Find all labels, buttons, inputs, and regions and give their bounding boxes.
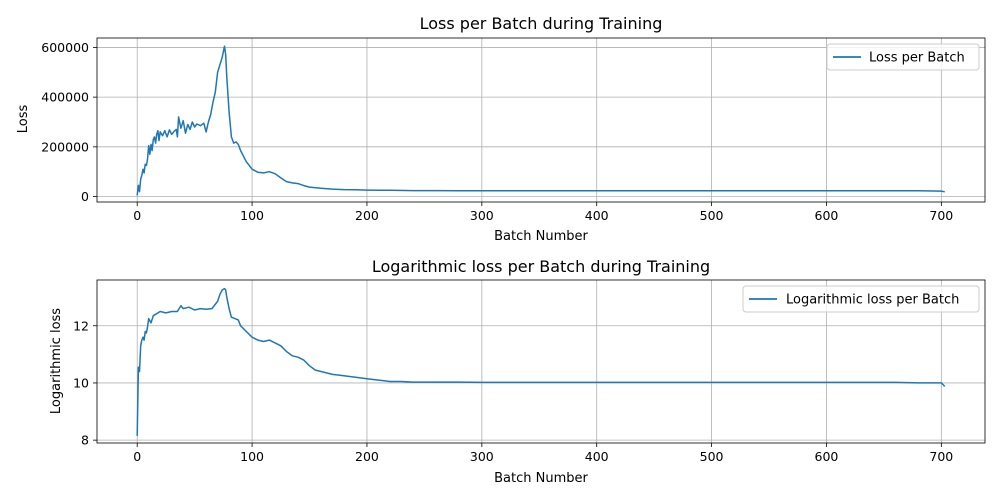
loss-chart-legend-label: Loss per Batch — [869, 51, 965, 66]
loss-chart-legend-box — [826, 43, 980, 71]
loss-chart-xtick-label: 300 — [470, 208, 494, 223]
loss-chart: Loss per Batch during Training 0 100 200 30… — [16, 14, 986, 244]
loss-chart-ticks: 0 100 200 300 400 500 600 700 0 200000 400000 60000… — [41, 40, 953, 223]
log-loss-chart-ytick-label: 12 — [73, 318, 89, 333]
log-loss-chart-xtick-label: 600 — [815, 449, 839, 464]
log-loss-chart-legend-label: Logarithmic loss per Batch — [786, 293, 959, 308]
loss-chart-ytick-label: 600000 — [41, 40, 89, 55]
log-loss-chart-xtick-label: 200 — [355, 449, 379, 464]
loss-chart-xlabel: Batch Number — [494, 229, 588, 244]
loss-chart-xtick-label: 0 — [133, 208, 141, 223]
loss-chart-series — [136, 45, 945, 196]
log-loss-chart-series — [136, 287, 946, 436]
loss-chart-frame — [96, 37, 986, 203]
loss-chart-xtick-label: 500 — [700, 208, 724, 223]
loss-chart-xtick-label: 600 — [815, 208, 839, 223]
log-loss-chart: Logarithmic loss per Batch during Traini… — [49, 257, 986, 486]
log-loss-chart-xtick-label: 0 — [133, 449, 141, 464]
log-loss-chart-xlabel: Batch Number — [494, 471, 588, 486]
loss-chart-xtick-label: 100 — [240, 208, 264, 223]
log-loss-chart-xtick-label: 500 — [700, 449, 724, 464]
log-loss-chart-xtick-label: 300 — [470, 449, 494, 464]
loss-chart-xtick-label: 400 — [585, 208, 609, 223]
log-loss-chart-ytick-label: 8 — [81, 433, 89, 448]
loss-chart-ytick-label: 200000 — [41, 139, 89, 154]
log-loss-chart-frame — [96, 279, 986, 444]
log-loss-chart-xtick-label: 400 — [585, 449, 609, 464]
log-loss-chart-xtick-label: 700 — [929, 449, 953, 464]
log-loss-chart-xtick-label: 100 — [240, 449, 264, 464]
log-loss-chart-ytick-label: 10 — [73, 375, 89, 390]
loss-chart-ytick-label: 400000 — [41, 90, 89, 105]
log-loss-chart-title: Logarithmic loss per Batch during Traini… — [372, 257, 710, 276]
log-loss-chart-series-line — [136, 287, 946, 436]
loss-chart-ytick-label: 0 — [81, 189, 89, 204]
log-loss-chart-ylabel: Logarithmic loss — [49, 308, 64, 414]
log-loss-chart-legend: Logarithmic loss per Batch — [742, 285, 980, 313]
loss-chart-legend: Loss per Batch — [826, 43, 980, 71]
log-loss-chart-ticks: 0 100 200 300 400 500 600 700 8 10 12 — [73, 318, 953, 464]
loss-chart-xtick-label: 200 — [355, 208, 379, 223]
loss-chart-xtick-label: 700 — [929, 208, 953, 223]
log-loss-chart-legend-box — [742, 285, 980, 313]
loss-chart-ylabel: Loss — [16, 105, 31, 134]
loss-chart-title: Loss per Batch during Training — [420, 14, 663, 33]
loss-chart-series-line — [136, 45, 945, 196]
